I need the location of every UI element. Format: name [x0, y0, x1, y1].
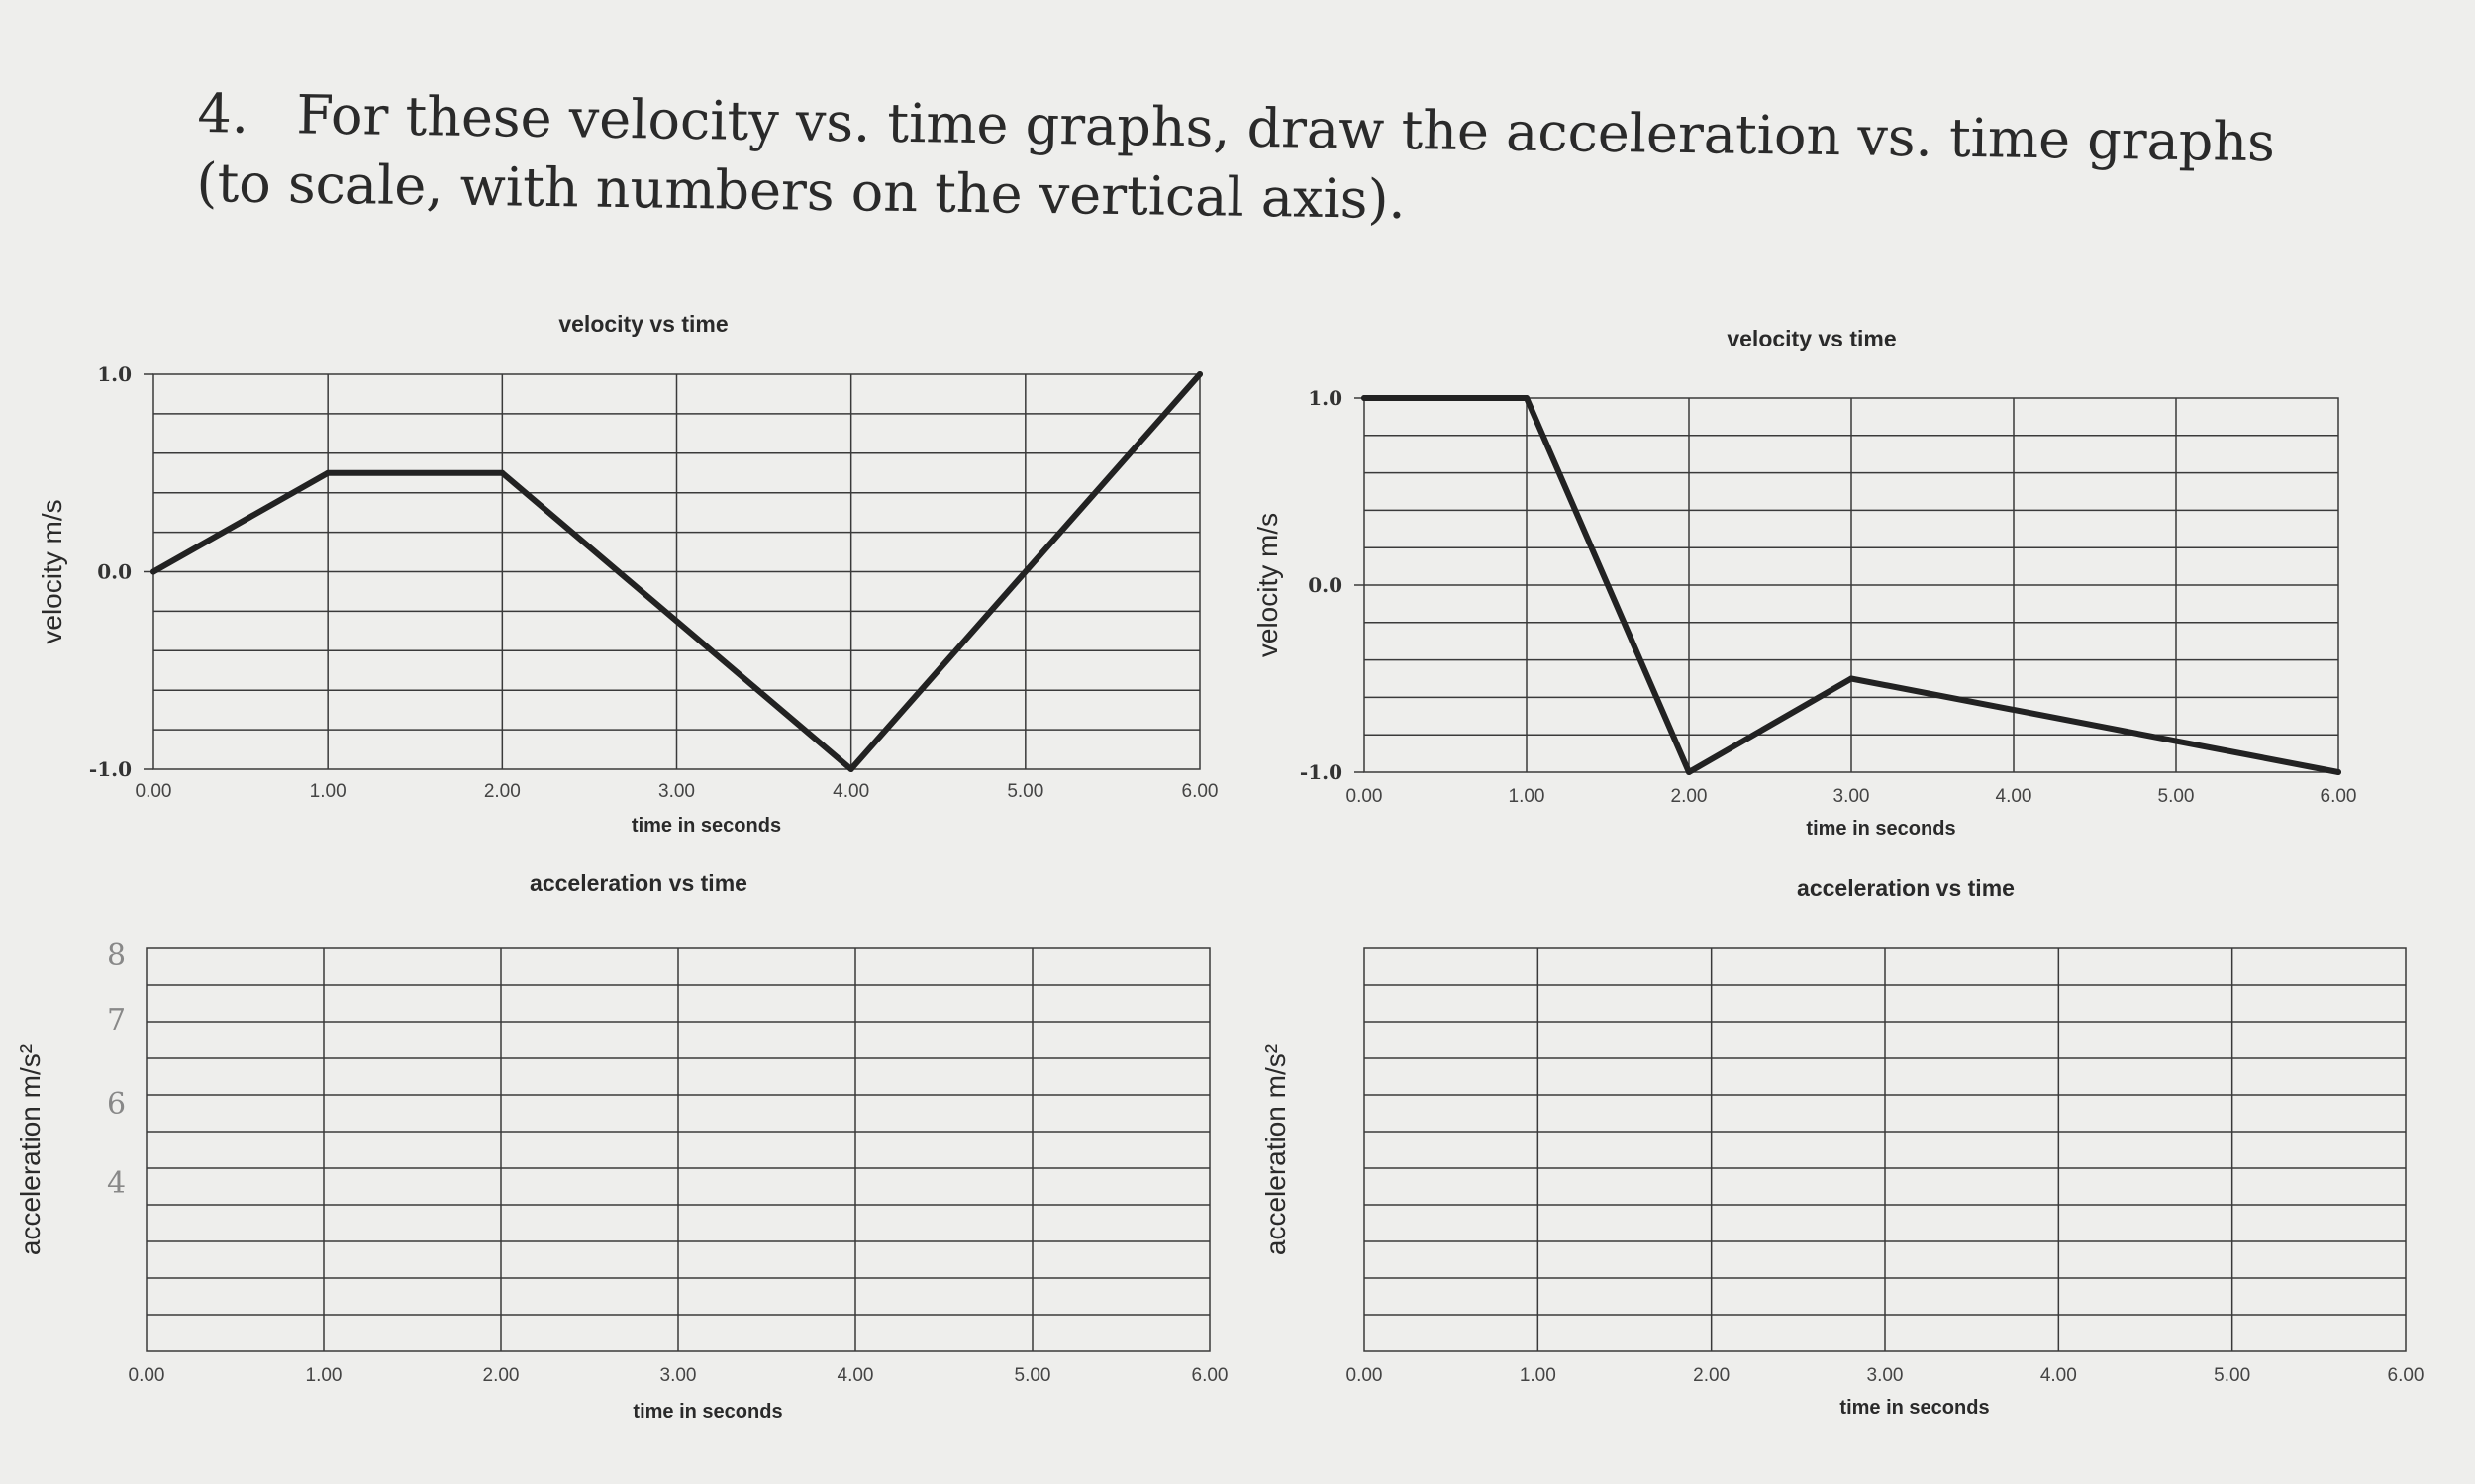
x-tick-label: 2.00 [483, 1365, 520, 1386]
handwritten-mark: 7 [107, 1003, 126, 1038]
y-tick-label: 1.0 [1308, 386, 1342, 410]
velocity-data-point [1686, 769, 1692, 775]
chart-title: velocity vs time [558, 311, 728, 337]
y-axis-label: velocity m/s [37, 499, 67, 643]
chart-panel-4: acceleration vs time 0.00 1.00 2.00 3.00 4.00… [1260, 875, 2424, 1419]
handwritten-mark: 4 [107, 1166, 126, 1201]
x-tick-label: 0.00 [136, 781, 172, 802]
x-tick-label: 3.00 [658, 781, 695, 802]
x-tick-label: 6.00 [2388, 1365, 2425, 1386]
x-axis-label: time in seconds [1806, 818, 1955, 840]
x-tick-label: 2.00 [1693, 1365, 1730, 1386]
velocity-data-point [150, 568, 156, 575]
x-tick-label: 4.00 [1996, 786, 2032, 807]
velocity-data-point [1524, 395, 1530, 401]
chart-title: velocity vs time [1727, 326, 1896, 351]
x-tick-label: 5.00 [2158, 786, 2195, 807]
y-axis-label: acceleration m/s² [15, 1044, 46, 1255]
x-axis-label: time in seconds [632, 815, 781, 837]
y-tick-label: -1.0 [1300, 760, 1342, 784]
velocity-data-point [1848, 675, 1854, 682]
x-tick-label: 2.00 [1671, 786, 1708, 807]
velocity-data-point [2335, 769, 2341, 775]
x-tick-label: 6.00 [1192, 1365, 1229, 1386]
x-tick-label: 3.00 [660, 1365, 697, 1386]
x-tick-label: 1.00 [310, 781, 346, 802]
velocity-data-point [1361, 395, 1367, 401]
x-tick-label: 3.00 [1833, 786, 1870, 807]
x-tick-label: 1.00 [1520, 1365, 1556, 1386]
x-tick-label: 1.00 [306, 1365, 343, 1386]
y-axis-label: velocity m/s [1252, 513, 1283, 657]
velocity-data-point [847, 766, 854, 772]
x-tick-label: 2.00 [484, 781, 521, 802]
x-tick-label: 5.00 [1007, 781, 1043, 802]
y-tick-label: -1.0 [89, 757, 132, 781]
x-tick-label: 4.00 [838, 1365, 874, 1386]
y-axis-label: acceleration m/s² [1260, 1044, 1291, 1255]
x-tick-label: 4.00 [833, 781, 869, 802]
x-tick-label: 0.00 [1346, 786, 1383, 807]
x-axis-label: time in seconds [633, 1401, 782, 1423]
x-tick-label: 3.00 [1867, 1365, 1904, 1386]
chart-title: acceleration vs time [530, 870, 747, 896]
y-tick-label: 1.0 [97, 362, 132, 386]
velocity-data-point [499, 469, 506, 476]
chart-title: acceleration vs time [1797, 875, 2015, 901]
x-tick-label: 0.00 [129, 1365, 165, 1386]
x-tick-label: 1.00 [1509, 786, 1545, 807]
handwritten-mark: 8 [107, 939, 126, 973]
x-tick-label: 0.00 [1346, 1365, 1383, 1386]
x-tick-label: 4.00 [2040, 1365, 2077, 1386]
y-tick-label: 0.0 [1308, 573, 1342, 597]
chart-panel-2: velocity vs time 0.00 1.00 2.00 3.00 4.00 5.00… [1252, 326, 2356, 840]
x-tick-label: 5.00 [1015, 1365, 1051, 1386]
handwritten-mark: 6 [107, 1087, 126, 1122]
chart-panel-1: velocity vs time 0.00 1.00 2.00 3.00 4.00 5.00… [37, 311, 1218, 837]
x-tick-label: 5.00 [2214, 1365, 2250, 1386]
velocity-data-point [325, 469, 332, 476]
x-tick-label: 6.00 [1182, 781, 1219, 802]
velocity-data-point [1197, 371, 1203, 377]
x-tick-label: 6.00 [2321, 786, 2357, 807]
y-tick-label: 0.0 [97, 560, 132, 584]
x-axis-label: time in seconds [1839, 1397, 1989, 1419]
chart-panel-3: acceleration vs time 0.00 1.00 2.00 3.00 4.00… [15, 870, 1228, 1423]
